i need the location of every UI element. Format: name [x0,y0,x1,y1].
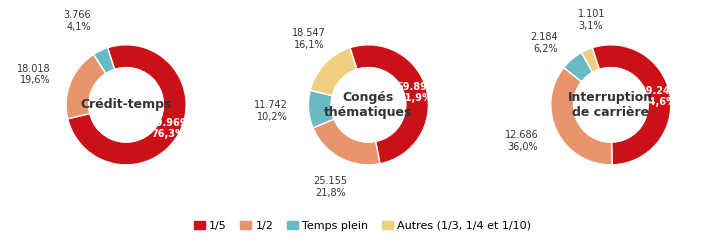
Wedge shape [350,45,428,164]
Wedge shape [313,119,380,165]
Text: 2.184
6,2%: 2.184 6,2% [531,32,558,54]
Text: Interruption
de carrière: Interruption de carrière [568,91,653,119]
Text: Congés
thématiques: Congés thématiques [324,91,413,119]
Wedge shape [67,45,186,165]
Legend: 1/5, 1/2, Temps plein, Autres (1/3, 1/4 et 1/10): 1/5, 1/2, Temps plein, Autres (1/3, 1/4 … [189,216,536,235]
Wedge shape [564,53,592,82]
Wedge shape [592,45,671,165]
Circle shape [89,68,163,142]
Text: Crédit-temps: Crédit-temps [80,98,172,111]
Wedge shape [310,48,357,96]
Wedge shape [308,90,334,128]
Wedge shape [581,48,600,72]
Wedge shape [94,48,115,74]
Text: 3.766
4,1%: 3.766 4,1% [64,10,91,32]
Wedge shape [551,67,612,165]
Text: 18.018
19,6%: 18.018 19,6% [17,64,51,86]
Text: 18.547
16,1%: 18.547 16,1% [292,28,326,49]
Wedge shape [66,54,106,119]
Circle shape [573,68,648,142]
Text: 11.742
10,2%: 11.742 10,2% [254,100,288,122]
Text: 1.101
3,1%: 1.101 3,1% [579,9,606,31]
Text: 69.969
76,3%: 69.969 76,3% [150,118,187,139]
Text: 19.241
54,6%: 19.241 54,6% [640,86,677,107]
Text: 12.686
36,0%: 12.686 36,0% [505,130,538,152]
Text: 25.155
21,8%: 25.155 21,8% [313,176,347,198]
Circle shape [331,68,406,142]
Text: 59.892
51,9%: 59.892 51,9% [397,82,434,103]
